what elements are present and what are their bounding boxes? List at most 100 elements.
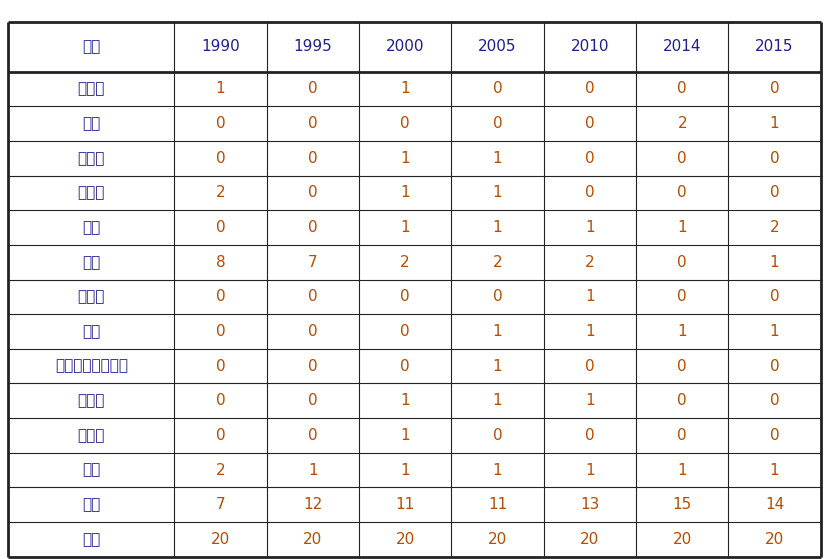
Text: 2: 2 <box>676 116 686 131</box>
Text: 0: 0 <box>308 151 317 165</box>
Text: 1: 1 <box>492 186 502 200</box>
Text: 1995: 1995 <box>293 40 332 54</box>
Text: 0: 0 <box>492 290 502 304</box>
Text: 0: 0 <box>215 324 225 339</box>
Text: 1: 1 <box>585 220 594 235</box>
Text: 1: 1 <box>676 463 686 477</box>
Text: 13: 13 <box>580 498 599 512</box>
Text: 0: 0 <box>492 82 502 96</box>
Text: 2000: 2000 <box>386 40 424 54</box>
Text: 0: 0 <box>585 359 594 373</box>
Text: 한국: 한국 <box>82 324 100 339</box>
Text: 0: 0 <box>400 359 410 373</box>
Text: 1: 1 <box>492 220 502 235</box>
Text: 1: 1 <box>400 394 410 408</box>
Text: 0: 0 <box>769 82 778 96</box>
Text: 0: 0 <box>400 290 410 304</box>
Text: 2014: 2014 <box>662 40 700 54</box>
Text: 0: 0 <box>492 116 502 131</box>
Text: 20: 20 <box>672 532 691 547</box>
Text: 1: 1 <box>585 394 594 408</box>
Text: 2: 2 <box>492 255 502 269</box>
Text: 1: 1 <box>769 463 778 477</box>
Text: 1: 1 <box>400 82 410 96</box>
Text: 0: 0 <box>769 186 778 200</box>
Text: 1: 1 <box>769 116 778 131</box>
Text: 1: 1 <box>676 324 686 339</box>
Text: 0: 0 <box>585 428 594 443</box>
Text: 0: 0 <box>676 428 686 443</box>
Text: 0: 0 <box>308 394 317 408</box>
Text: 2: 2 <box>769 220 778 235</box>
Text: 0: 0 <box>676 290 686 304</box>
Text: 프랑스: 프랑스 <box>78 186 105 200</box>
Text: 1: 1 <box>400 151 410 165</box>
Text: 맥시코: 맥시코 <box>78 290 105 304</box>
Text: 국가: 국가 <box>82 40 100 54</box>
Text: 1: 1 <box>400 463 410 477</box>
Text: 20: 20 <box>488 532 507 547</box>
Text: 0: 0 <box>676 359 686 373</box>
Text: 8: 8 <box>215 255 225 269</box>
Text: 7: 7 <box>215 498 225 512</box>
Text: 스웨덴: 스웨덴 <box>78 428 105 443</box>
Text: 0: 0 <box>769 428 778 443</box>
Text: 0: 0 <box>215 428 225 443</box>
Text: 1: 1 <box>492 324 502 339</box>
Text: 영국: 영국 <box>82 463 100 477</box>
Text: 핀란드: 핀란드 <box>78 151 105 165</box>
Text: 0: 0 <box>308 116 317 131</box>
Text: 1: 1 <box>492 359 502 373</box>
Text: 1: 1 <box>585 463 594 477</box>
Text: 사우디아아라비아: 사우디아아라비아 <box>55 359 128 373</box>
Text: 1: 1 <box>585 290 594 304</box>
Text: 0: 0 <box>308 220 317 235</box>
Text: 12: 12 <box>303 498 322 512</box>
Text: 2005: 2005 <box>478 40 516 54</box>
Text: 일본: 일본 <box>82 255 100 269</box>
Text: 0: 0 <box>308 82 317 96</box>
Text: 1: 1 <box>400 220 410 235</box>
Text: 1990: 1990 <box>201 40 239 54</box>
Text: 0: 0 <box>676 186 686 200</box>
Text: 20: 20 <box>395 532 414 547</box>
Text: 독일: 독일 <box>82 220 100 235</box>
Text: 1: 1 <box>769 255 778 269</box>
Text: 1: 1 <box>308 463 317 477</box>
Text: 0: 0 <box>585 82 594 96</box>
Text: 0: 0 <box>215 290 225 304</box>
Text: 0: 0 <box>308 324 317 339</box>
Text: 2: 2 <box>215 463 225 477</box>
Text: 0: 0 <box>308 359 317 373</box>
Text: 0: 0 <box>308 186 317 200</box>
Text: 0: 0 <box>585 116 594 131</box>
Text: 20: 20 <box>210 532 230 547</box>
Text: 0: 0 <box>400 116 410 131</box>
Text: 0: 0 <box>769 290 778 304</box>
Text: 캐나다: 캐나다 <box>78 82 105 96</box>
Text: 2015: 2015 <box>754 40 793 54</box>
Text: 1: 1 <box>492 463 502 477</box>
Text: 2: 2 <box>585 255 594 269</box>
Text: 2: 2 <box>215 186 225 200</box>
Text: 0: 0 <box>492 428 502 443</box>
Text: 1: 1 <box>676 220 686 235</box>
Text: 0: 0 <box>769 394 778 408</box>
Text: 0: 0 <box>215 151 225 165</box>
Text: 2010: 2010 <box>570 40 609 54</box>
Text: 1: 1 <box>400 186 410 200</box>
Text: 전체: 전체 <box>82 532 100 547</box>
Text: 0: 0 <box>585 151 594 165</box>
Text: 7: 7 <box>308 255 317 269</box>
Text: 0: 0 <box>769 151 778 165</box>
Text: 0: 0 <box>400 324 410 339</box>
Text: 0: 0 <box>676 255 686 269</box>
Text: 1: 1 <box>400 428 410 443</box>
Text: 11: 11 <box>488 498 507 512</box>
Text: 1: 1 <box>215 82 225 96</box>
Text: 0: 0 <box>308 290 317 304</box>
Text: 스페인: 스페인 <box>78 394 105 408</box>
Text: 1: 1 <box>492 151 502 165</box>
Text: 중국: 중국 <box>82 116 100 131</box>
Text: 0: 0 <box>215 116 225 131</box>
